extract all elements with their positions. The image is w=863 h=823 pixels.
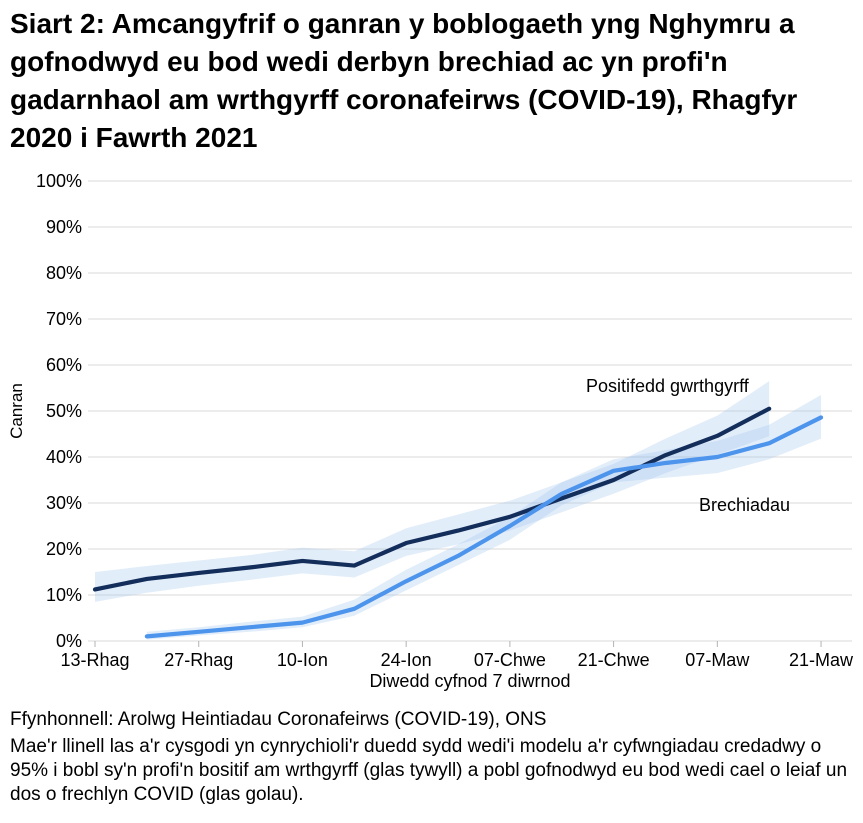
y-tick-label: 40% (46, 447, 82, 467)
y-tick-label: 30% (46, 493, 82, 513)
x-tick-label: 10-Ion (277, 650, 328, 670)
x-tick-label: 13-Rhag (60, 650, 129, 670)
y-tick-label: 20% (46, 539, 82, 559)
y-tick-label: 60% (46, 355, 82, 375)
y-tick-label: 10% (46, 585, 82, 605)
y-axis-title: Canran (7, 383, 26, 439)
series-label-vaccinations: Brechiadau (699, 495, 791, 515)
y-tick-label: 50% (46, 401, 82, 421)
x-tick-label: 07-Maw (685, 650, 750, 670)
x-axis-title: Diwedd cyfnod 7 diwrnod (369, 671, 571, 691)
confidence-band (146, 394, 822, 640)
methodology-note: Mae'r llinell las a'r cysgodi yn cynrych… (10, 736, 848, 805)
x-tick-label: 27-Rhag (164, 650, 233, 670)
series-line (92, 406, 772, 592)
x-tick-label: 21-Maw (789, 650, 854, 670)
y-tick-label: 90% (46, 217, 82, 237)
x-tick-label: 24-Ion (381, 650, 432, 670)
y-tick-label: 0% (56, 631, 82, 651)
y-tick-label: 80% (46, 263, 82, 283)
series-label-antibody-positivity: Positifedd gwrthgyrff (586, 376, 749, 396)
series-line (144, 415, 824, 639)
chart-title: Siart 2: Amcangyfrif o ganran y boblogae… (10, 8, 798, 153)
y-tick-label: 100% (36, 171, 82, 191)
confidence-band (95, 381, 770, 602)
line-chart-plot: 0% 10% 20% 30% 40% 50% 60% 70% 80% 90% 100% 13-Rhag… (36, 171, 854, 670)
x-tick-label: 07-Chwe (474, 650, 546, 670)
x-tick-label: 21-Chwe (578, 650, 650, 670)
source-note: Ffynhonnell: Arolwg Heintiadau Coronafei… (10, 709, 547, 730)
y-tick-label: 70% (46, 309, 82, 329)
